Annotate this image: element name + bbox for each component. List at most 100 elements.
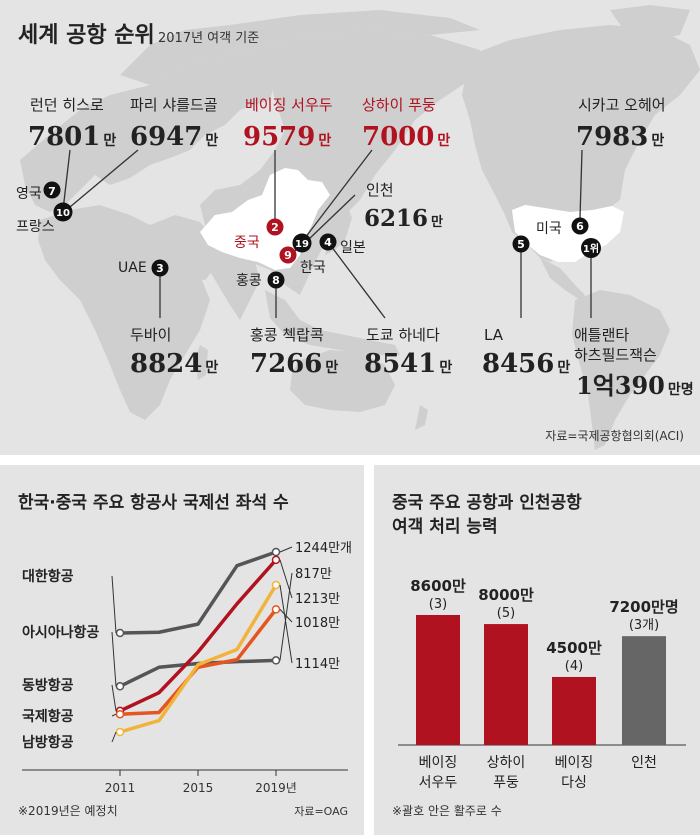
line-chart-panel bbox=[0, 465, 364, 835]
airport-name: 파리 샤를드골 bbox=[130, 96, 218, 114]
end-value-label: 1244만개 bbox=[295, 541, 352, 556]
airport-value: 7983 만 bbox=[576, 122, 664, 152]
rank-marker-label: 5 bbox=[517, 238, 525, 251]
airport-unit: 만 bbox=[205, 360, 218, 376]
series-end-point bbox=[271, 555, 281, 565]
bar-category-label-line2: 다싱 bbox=[561, 775, 587, 791]
airport-hongkong: 홍콩 첵랍콕 7266 만 bbox=[250, 326, 338, 379]
country-label-korea: 한국 bbox=[300, 260, 326, 276]
airport-name-line1: 애틀랜타 bbox=[574, 326, 629, 344]
bar-category-label-line2: 서우두 bbox=[419, 775, 458, 791]
end-value-label: 1213만 bbox=[295, 592, 340, 607]
airport-paris: 파리 샤를드골 6947 만 bbox=[130, 96, 218, 152]
rank-marker-10: 10 bbox=[53, 202, 73, 222]
airport-dubai: 두바이 8824 만 bbox=[130, 326, 218, 379]
x-tick-label: 2019년 bbox=[255, 781, 297, 795]
airport-unit: 만명 bbox=[668, 381, 694, 398]
rank-marker-6: 6 bbox=[571, 217, 589, 235]
x-tick-label: 2015 bbox=[183, 781, 214, 795]
end-label-connector bbox=[279, 572, 293, 661]
airport-atlanta: 애틀랜타 하츠필드잭슨 1억390 만명 bbox=[574, 326, 694, 400]
rank-marker-8: 8 bbox=[267, 271, 285, 289]
airport-unit: 만 bbox=[205, 133, 218, 149]
airport-number: 8456 bbox=[482, 349, 554, 379]
series-end-point bbox=[271, 605, 281, 614]
airport-unit: 만 bbox=[437, 133, 450, 149]
series-label: 국제항공 bbox=[22, 708, 74, 725]
airport-name: 시카고 오헤어 bbox=[578, 96, 666, 114]
airport-chicago: 시카고 오헤어 7983 만 bbox=[576, 96, 666, 152]
country-label-france: 프랑스 bbox=[16, 219, 55, 235]
leader-paris bbox=[63, 149, 139, 213]
rank-marker-7: 7 bbox=[43, 181, 61, 199]
series-label-connector bbox=[111, 713, 117, 717]
series-end-point bbox=[271, 580, 281, 590]
airport-number: 8541 bbox=[364, 349, 436, 379]
series-label-connector bbox=[111, 731, 117, 743]
end-label-connector bbox=[279, 546, 293, 553]
rank-marker-9: 9 bbox=[279, 246, 297, 264]
x-tick-label: 2011 bbox=[105, 781, 136, 795]
bar-value-label: 8000만 bbox=[478, 586, 534, 604]
rank-marker-label: 7 bbox=[48, 185, 56, 198]
rank-marker-label: 9 bbox=[284, 249, 292, 262]
north-america-landmass bbox=[462, 25, 700, 262]
bar-sub-label: (3) bbox=[429, 597, 447, 612]
airport-la: LA 8456 만 bbox=[482, 326, 570, 379]
leader-tokyo bbox=[327, 241, 386, 319]
airport-shanghai: 상하이 푸둥 7000 만 bbox=[362, 96, 450, 152]
greenland bbox=[610, 5, 690, 40]
series-line-5 bbox=[119, 584, 278, 734]
end-label-connector bbox=[279, 584, 293, 664]
rank-marker-label: 8 bbox=[272, 274, 280, 287]
series-label-connector bbox=[111, 631, 117, 687]
airport-value: 6947 만 bbox=[130, 122, 218, 152]
rank-marker-label: 2 bbox=[271, 221, 279, 234]
bar-category-label-line1: 인천 bbox=[631, 755, 657, 771]
leader-london bbox=[62, 149, 71, 211]
airport-name: 런던 히스로 bbox=[30, 96, 104, 114]
country-label-japan: 일본 bbox=[340, 240, 366, 256]
airport-value: 8824 만 bbox=[130, 349, 218, 379]
panel-gap bbox=[0, 455, 700, 465]
series-label: 아시아나항공 bbox=[22, 624, 99, 641]
central-america bbox=[540, 258, 585, 300]
new-zealand bbox=[415, 405, 428, 430]
airport-number: 7000 bbox=[362, 122, 434, 152]
airport-number: 6216 bbox=[364, 205, 428, 232]
series-label: 남방항공 bbox=[22, 734, 74, 751]
line-chart-note: ※2019년은 예정치 bbox=[18, 804, 118, 818]
rank-marker-19: 19 bbox=[292, 233, 312, 253]
bar-value-label: 7200만명 bbox=[609, 598, 678, 616]
series-label: 동방항공 bbox=[22, 677, 74, 694]
airport-name: 상하이 푸둥 bbox=[362, 96, 436, 114]
series-start-point bbox=[115, 727, 125, 737]
bar bbox=[622, 636, 666, 745]
rank-markers: 7 10 3 2 9 19 4 8 5 6 1위 bbox=[43, 181, 601, 289]
south-america-landmass bbox=[572, 290, 670, 450]
airport-number: 7266 bbox=[250, 349, 322, 379]
end-value-label: 1018만 bbox=[295, 616, 340, 631]
rank-marker-label: 6 bbox=[576, 220, 584, 233]
airport-value: 7266 만 bbox=[250, 349, 338, 379]
rank-marker-4: 4 bbox=[319, 233, 337, 251]
airport-number: 6947 bbox=[130, 122, 202, 152]
bar-category-label-line1: 베이징 bbox=[555, 755, 594, 771]
series-label-connector bbox=[111, 684, 117, 712]
airport-value: 6216 만 bbox=[364, 205, 443, 232]
end-value-label: 1114만 bbox=[295, 657, 340, 672]
rank-marker-5: 5 bbox=[512, 235, 530, 253]
airport-unit: 만 bbox=[325, 360, 338, 376]
bar bbox=[552, 676, 596, 745]
bar-value-label: 4500만 bbox=[546, 639, 602, 657]
airport-value: 9579 만 bbox=[243, 122, 331, 152]
bar bbox=[416, 615, 460, 745]
airport-name: 베이징 서우두 bbox=[245, 96, 333, 114]
airport-name: 인천 bbox=[366, 181, 394, 199]
europe-landmass bbox=[20, 55, 275, 212]
line-chart-source: 자료=OAG bbox=[294, 805, 348, 818]
